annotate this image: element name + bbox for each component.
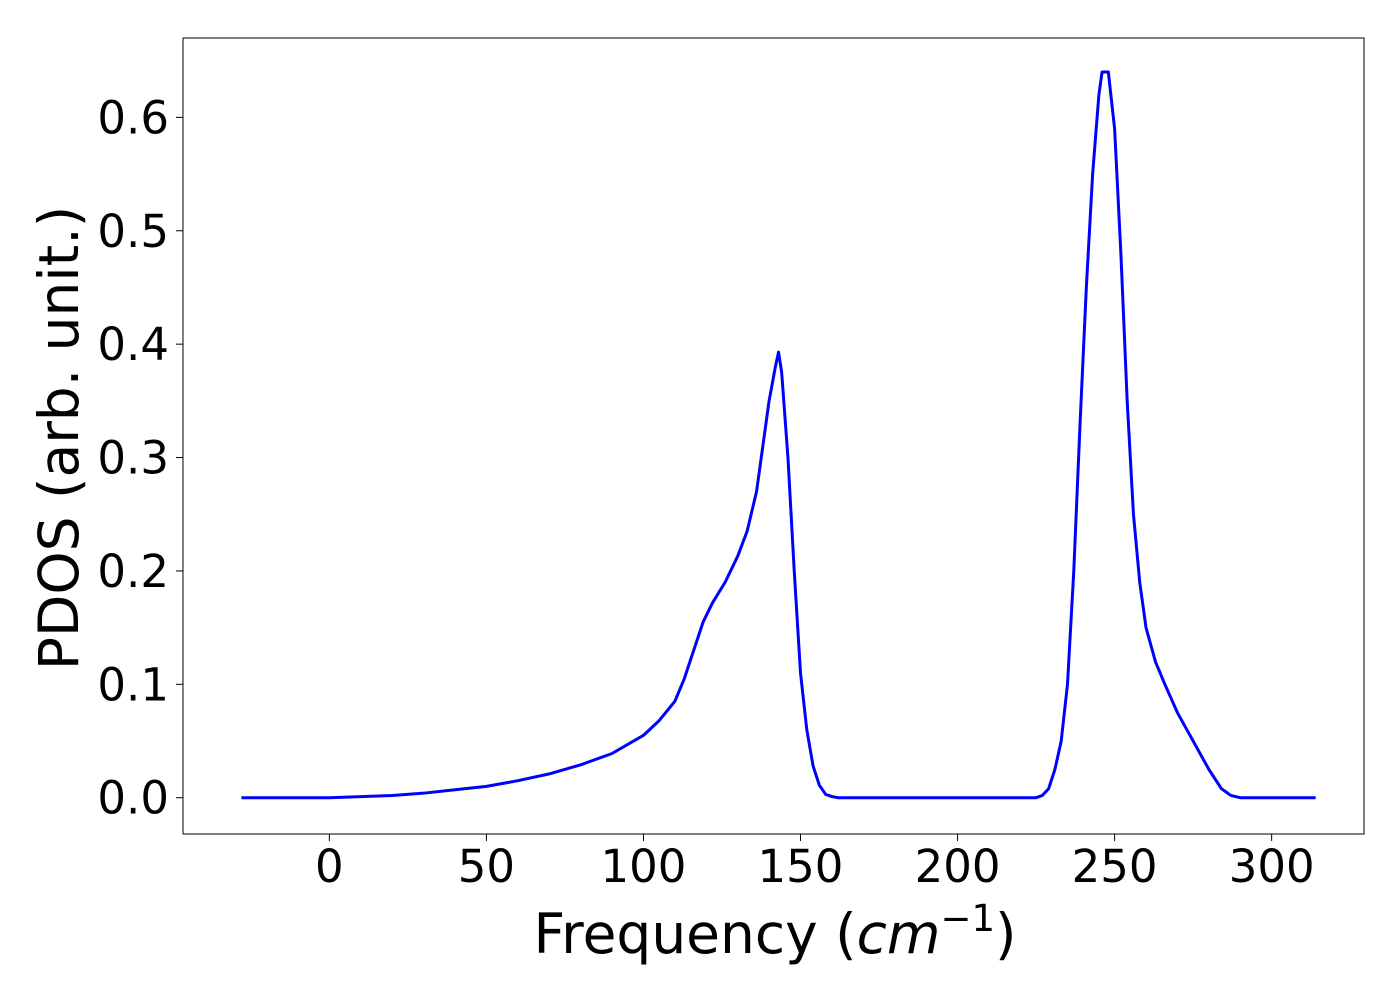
x-tick-label: 150 [758, 840, 844, 893]
x-tick-label: 0 [315, 840, 344, 893]
plot-area [241, 70, 1316, 800]
x-tick-label: 50 [458, 840, 515, 893]
x-axis-unit-base: cm [857, 902, 941, 966]
y-tick-label: 0.0 [97, 772, 169, 825]
x-axis-unit-close: ) [995, 902, 1016, 966]
y-tick-label: 0.3 [97, 432, 169, 485]
y-tick-label: 0.6 [97, 91, 169, 144]
y-tick-label: 0.5 [97, 205, 169, 258]
x-tick-labels: 0 50 100 150 200 250 300 [315, 840, 1315, 893]
y-tick-label: 0.1 [97, 658, 169, 711]
x-tick-label: 300 [1229, 840, 1315, 893]
tick-marks [176, 116, 1273, 841]
plot-frame [182, 37, 1365, 835]
x-axis-unit-exponent: −1 [940, 897, 995, 940]
x-axis-unit-open: ( [818, 902, 857, 966]
series-line-0 [241, 70, 1316, 800]
x-tick-label: 250 [1072, 840, 1158, 893]
y-tick-labels: 0.0 0.1 0.2 0.3 0.4 0.5 0.6 [97, 91, 169, 824]
y-axis-title: PDOS (arb. unit.) [27, 206, 91, 670]
x-tick-label: 200 [915, 840, 1001, 893]
y-tick-label: 0.2 [97, 545, 169, 598]
x-tick-label: 100 [601, 840, 687, 893]
x-axis-title: Frequency (cm−1) [534, 897, 1017, 966]
y-tick-label: 0.4 [97, 318, 169, 371]
x-axis-title-text: Frequency [534, 902, 818, 966]
